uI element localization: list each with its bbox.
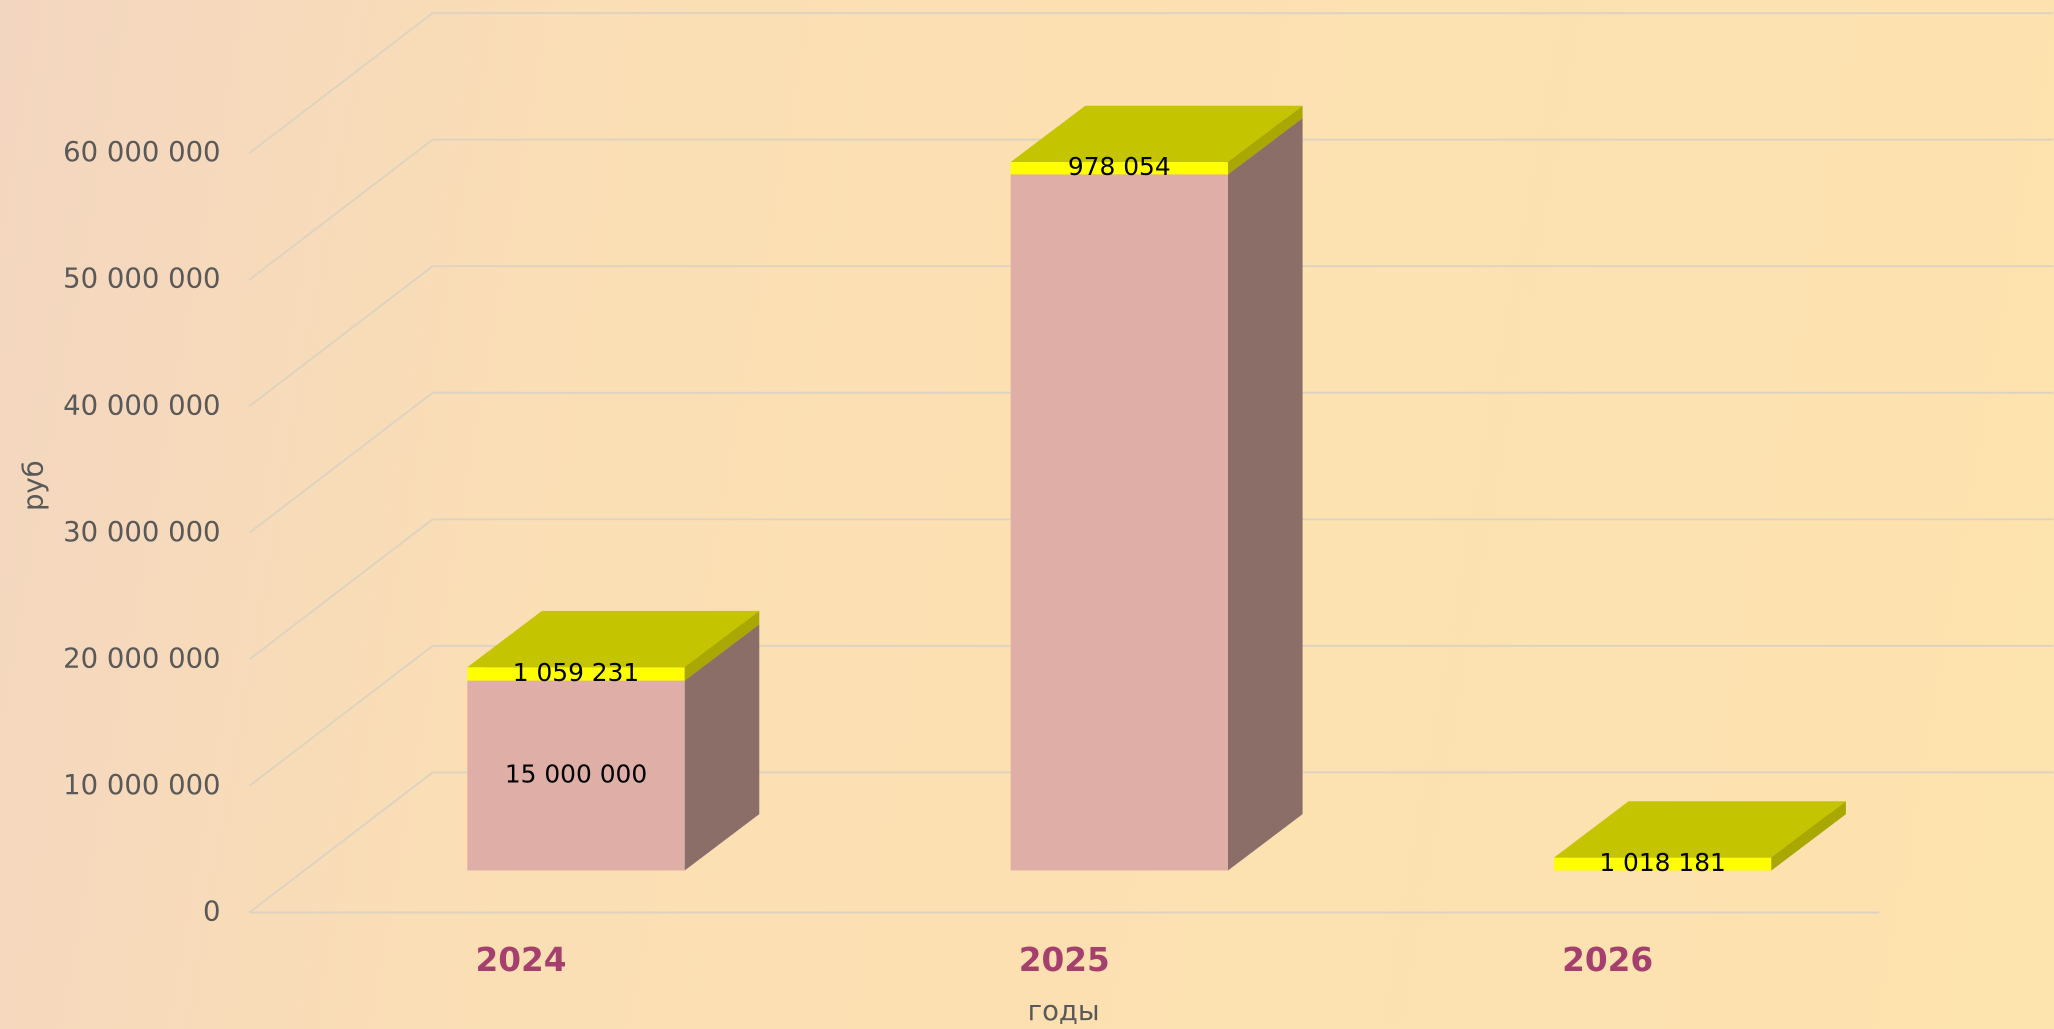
grid-line bbox=[248, 138, 434, 281]
y-tick-label: 40 000 000 bbox=[63, 389, 220, 421]
grid-line bbox=[248, 12, 434, 154]
bar bbox=[467, 667, 685, 681]
bar-side bbox=[1227, 118, 1303, 871]
data-label: 978 054 bbox=[1068, 152, 1171, 181]
grid-line bbox=[248, 391, 434, 534]
x-axis-title: годы bbox=[1028, 995, 1100, 1027]
grid-line bbox=[248, 518, 434, 661]
y-tick-label: 50 000 000 bbox=[63, 263, 220, 295]
grid-line bbox=[248, 645, 434, 787]
x-tick-label: 2026 bbox=[1562, 941, 1653, 979]
y-tick-label: 30 000 000 bbox=[63, 516, 220, 548]
bar-side bbox=[1771, 801, 1846, 871]
bar-top bbox=[467, 610, 760, 668]
data-label: 1 018 181 bbox=[1599, 848, 1726, 877]
bar-top bbox=[1010, 105, 1303, 163]
bar-side bbox=[684, 610, 760, 681]
y-tick-label: 0 bbox=[203, 895, 221, 927]
data-label: 15 000 000 bbox=[505, 760, 647, 789]
bar bbox=[1553, 857, 1772, 871]
y-tick-label: 10 000 000 bbox=[63, 769, 220, 801]
bar-side bbox=[1227, 105, 1303, 175]
x-tick-label: 2024 bbox=[475, 941, 566, 979]
bar bbox=[467, 680, 685, 871]
data-label: 1 059 231 bbox=[513, 658, 640, 687]
x-tick-label: 2025 bbox=[1019, 941, 1110, 979]
grid-line bbox=[248, 771, 434, 914]
bar-top bbox=[1553, 801, 1846, 858]
grid-line bbox=[248, 265, 434, 408]
y-tick-label: 20 000 000 bbox=[63, 642, 220, 674]
y-tick-label: 60 000 000 bbox=[63, 136, 220, 168]
bar-side bbox=[684, 624, 760, 871]
bar bbox=[1010, 162, 1228, 175]
y-axis-title: руб bbox=[18, 460, 50, 511]
bar bbox=[1010, 174, 1228, 871]
